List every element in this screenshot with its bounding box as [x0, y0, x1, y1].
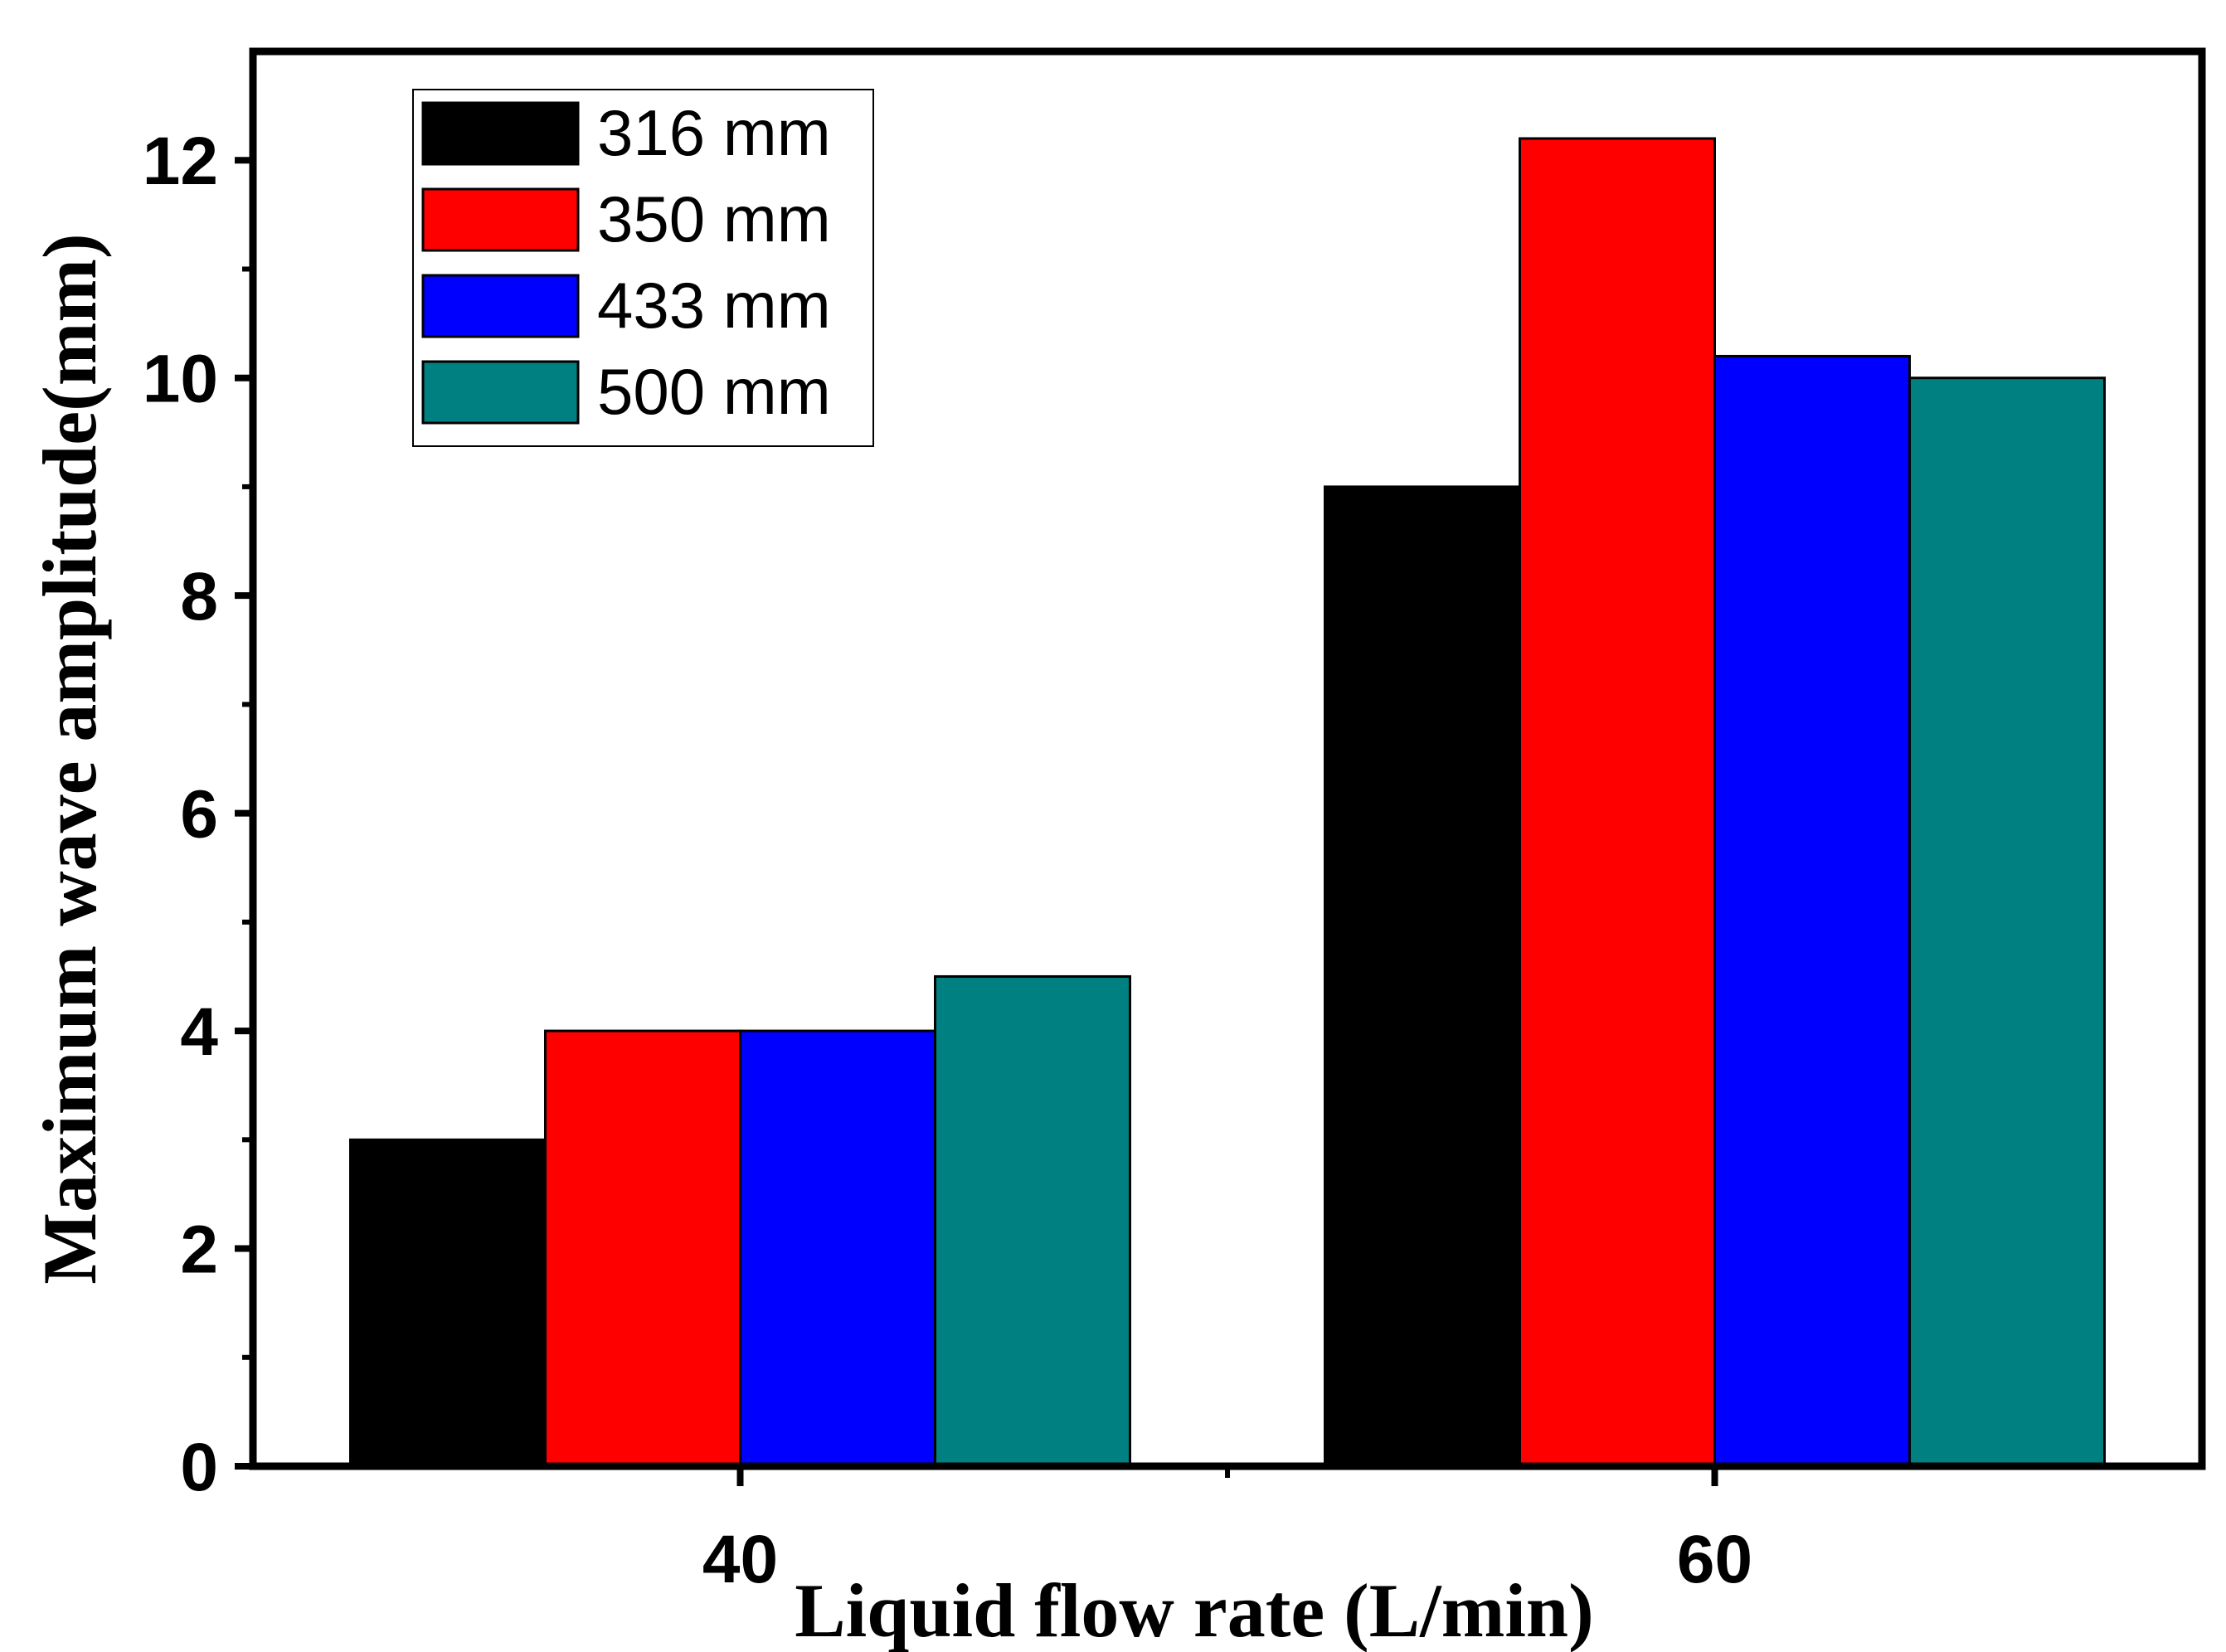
bars-group	[349, 137, 2106, 1468]
legend-label: 316 mm	[597, 96, 831, 169]
axis-ticks: 0 2 4 6 8 10 12 40 60	[143, 124, 1752, 1597]
y-tick-label: 4	[180, 994, 218, 1070]
legend-label: 350 mm	[597, 182, 831, 255]
y-axis-title: Maximum wave amplitude(mm)	[27, 233, 112, 1284]
y-tick-label: 10	[143, 342, 218, 417]
y-tick-label: 0	[180, 1430, 218, 1505]
bar-350-mm-60	[1519, 137, 1716, 1468]
bar-316-mm-60	[1324, 485, 1521, 1468]
y-tick-label: 8	[180, 559, 218, 634]
legend-swatch	[421, 360, 580, 425]
x-axis-title: Liquid flow rate (L/min)	[795, 1568, 1593, 1652]
y-tick-label: 6	[180, 777, 218, 853]
bar-500-mm-40	[934, 974, 1131, 1468]
bar-350-mm-40	[544, 1029, 741, 1468]
legend-swatch	[421, 187, 580, 252]
legend-swatch	[421, 101, 580, 166]
legend: 316 mm 350 mm 433 mm 500 mm	[412, 89, 874, 447]
x-tick-label: 40	[702, 1522, 778, 1597]
y-tick-label: 12	[143, 124, 218, 199]
y-tick-label: 2	[180, 1212, 218, 1288]
bar-500-mm-60	[1908, 377, 2106, 1468]
x-tick-label: 60	[1677, 1522, 1752, 1597]
bar-316-mm-40	[349, 1138, 547, 1468]
legend-label: 500 mm	[597, 355, 831, 428]
legend-label: 433 mm	[597, 269, 831, 342]
bar-433-mm-60	[1713, 354, 1911, 1468]
legend-swatch	[421, 274, 580, 338]
bar-433-mm-40	[739, 1029, 936, 1468]
